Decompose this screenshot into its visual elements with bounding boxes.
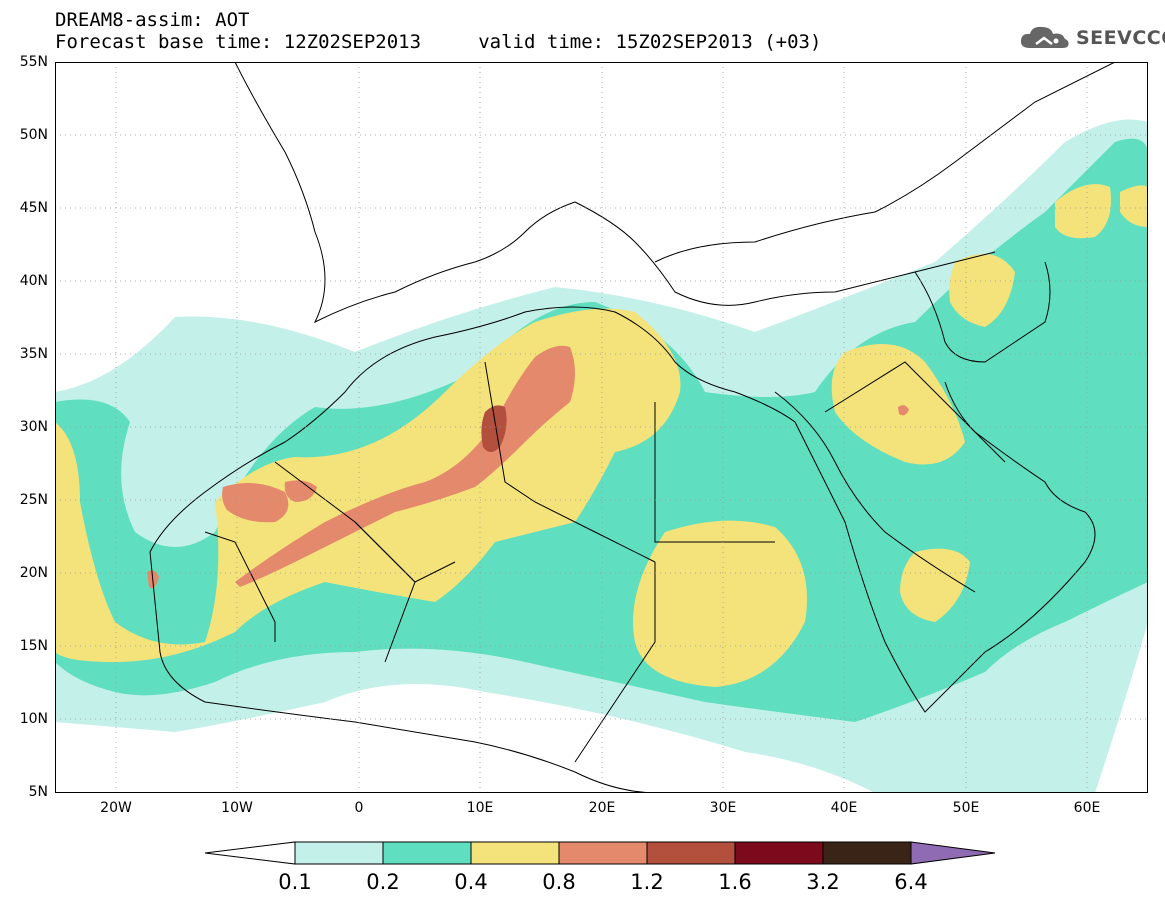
lon-label: 10W — [221, 800, 253, 816]
lon-label: 60E — [1073, 800, 1101, 816]
map-area — [55, 62, 1148, 793]
map-subtitle: Forecast base time: 12Z02SEP2013 valid t… — [55, 31, 822, 53]
colorbar-swatch — [822, 841, 912, 865]
lon-label: 0 — [354, 800, 364, 816]
caspian-coast — [914, 261, 1051, 363]
lat-label: 45N — [19, 200, 48, 216]
seevccc-logo: SEEVCCC — [1018, 24, 1165, 52]
lat-label: 20N — [19, 565, 48, 581]
salmon-region — [284, 480, 317, 502]
lat-label: 15N — [19, 638, 48, 654]
colorbar-swatch — [470, 841, 560, 865]
colorbar-swatch — [294, 841, 384, 865]
salmon-spot — [898, 405, 909, 416]
coastline — [149, 306, 1096, 713]
coastline — [149, 551, 656, 793]
graticule — [55, 62, 1148, 793]
yellow-region — [1120, 185, 1148, 227]
lat-label: 50N — [19, 127, 48, 143]
aot-band-1.2 — [481, 405, 909, 452]
lon-label: 10E — [466, 800, 494, 816]
lat-label: 5N — [28, 784, 48, 800]
coastline — [234, 62, 996, 324]
border — [484, 361, 656, 563]
logo-text: SEEVCCC — [1076, 27, 1165, 49]
yellow-region — [1055, 184, 1111, 239]
border — [204, 531, 276, 642]
lon-label: 30E — [709, 800, 737, 816]
lat-label: 40N — [19, 273, 48, 289]
colorbar-label: 1.6 — [718, 870, 752, 894]
border — [654, 402, 775, 543]
colorbar-swatch — [646, 841, 736, 865]
colorbar-swatch — [382, 841, 472, 865]
map-title: DREAM8-assim: AOT — [55, 9, 250, 31]
colorbar-lower-extend — [205, 841, 296, 865]
brown-region — [481, 405, 507, 452]
coastlines — [149, 62, 1116, 793]
lat-label: 35N — [19, 346, 48, 362]
colorbar — [205, 841, 996, 865]
lon-label: 40E — [830, 800, 858, 816]
yellow-region — [831, 344, 965, 465]
yellow-region — [900, 548, 970, 622]
lon-label: 50E — [952, 800, 980, 816]
colorbar-label: 0.4 — [454, 870, 488, 894]
border — [354, 521, 416, 663]
colorbar-swatch — [734, 841, 824, 865]
colorbar-label: 6.4 — [894, 870, 928, 894]
lon-label: 20W — [100, 800, 132, 816]
colorbar-label: 3.2 — [806, 870, 840, 894]
colorbar-swatch — [558, 841, 648, 865]
aot-band-0.8 — [147, 345, 575, 589]
lat-label: 55N — [19, 54, 48, 70]
colorbar-label: 0.8 — [542, 870, 576, 894]
colorbar-label: 0.2 — [366, 870, 400, 894]
lon-label: 20E — [588, 800, 616, 816]
border — [824, 361, 1006, 463]
border — [574, 562, 656, 763]
colorbar-label: 1.2 — [630, 870, 664, 894]
lat-label: 25N — [19, 492, 48, 508]
colorbar-upper-extend — [910, 841, 996, 865]
border — [774, 391, 976, 593]
salmon-region — [235, 345, 575, 587]
coastline — [654, 62, 1116, 263]
salmon-region — [222, 483, 289, 523]
yellow-region — [633, 520, 807, 687]
lat-label: 10N — [19, 711, 48, 727]
aot-field-map — [55, 62, 1148, 793]
cloud-icon — [1020, 26, 1069, 48]
lat-label: 30N — [19, 419, 48, 435]
colorbar-label: 0.1 — [278, 870, 312, 894]
